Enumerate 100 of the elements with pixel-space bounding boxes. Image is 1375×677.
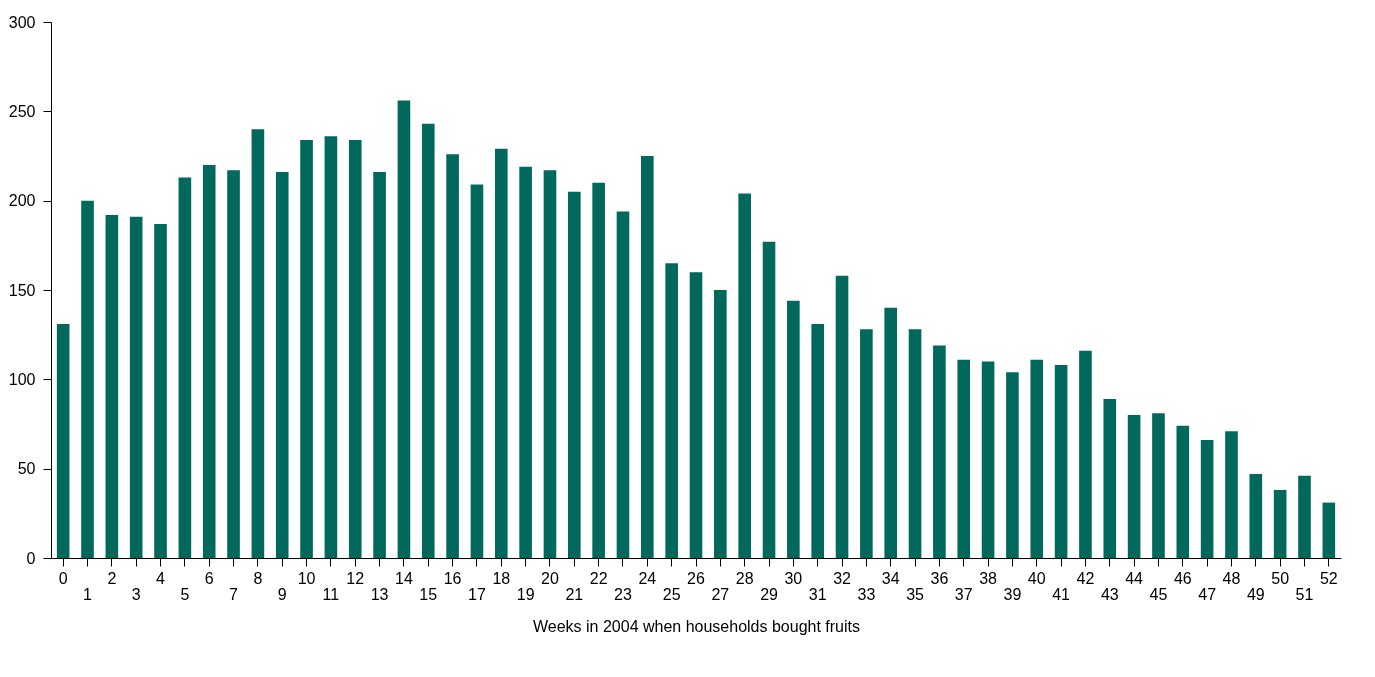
y-tick-label: 200	[8, 192, 36, 210]
bar	[494, 148, 508, 558]
x-tick-label: 40	[1027, 569, 1046, 587]
bar	[1273, 490, 1287, 558]
x-tick-label: 21	[565, 585, 584, 603]
bar	[665, 263, 678, 558]
bar	[202, 164, 216, 558]
x-tick-label: 36	[930, 569, 949, 587]
bar	[981, 361, 995, 558]
x-tick-label: 34	[881, 569, 900, 587]
x-tick-label: 18	[492, 569, 511, 587]
x-tick-label: 17	[468, 585, 486, 603]
bar	[1127, 415, 1141, 558]
x-tick-label: 44	[1125, 569, 1144, 587]
bar	[470, 184, 484, 558]
x-tick-label: 16	[443, 569, 462, 587]
bar	[251, 129, 265, 558]
x-tick-label: 35	[906, 585, 925, 603]
bar	[519, 166, 532, 558]
bar	[835, 275, 849, 558]
x-tick-label: 48	[1222, 569, 1241, 587]
x-tick-label: 9	[277, 585, 287, 603]
y-tick-label: 250	[8, 102, 36, 120]
bar	[884, 307, 898, 558]
bar	[1006, 372, 1019, 558]
x-tick-label: 50	[1271, 569, 1290, 587]
x-tick-label: 0	[58, 569, 68, 587]
bar	[129, 216, 143, 558]
bar	[1103, 398, 1117, 558]
bar	[641, 156, 654, 558]
x-tick-label: 39	[1003, 585, 1022, 603]
x-axis-title: Weeks in 2004 when households bought fruits	[532, 617, 861, 635]
bar	[1054, 365, 1068, 558]
bar	[373, 172, 386, 558]
x-tick-label: 28	[735, 569, 754, 587]
x-tick-label: 49	[1246, 585, 1265, 603]
x-tick-label: 10	[297, 569, 316, 587]
x-tick-label: 12	[346, 569, 365, 587]
x-tick-label: 47	[1198, 585, 1217, 603]
x-tick-label: 8	[253, 569, 263, 587]
x-tick-label: 31	[808, 585, 827, 603]
bar	[1030, 359, 1044, 558]
bar	[154, 223, 167, 558]
x-tick-label: 29	[760, 585, 779, 603]
bar	[178, 177, 192, 558]
x-tick-label: 51	[1295, 585, 1314, 603]
x-tick-label: 2	[107, 569, 117, 587]
x-tick-label: 5	[180, 585, 190, 603]
y-tick-label: 150	[8, 281, 36, 299]
x-tick-label: 37	[954, 585, 973, 603]
bar	[811, 323, 825, 558]
bar	[348, 139, 362, 558]
bar	[324, 136, 338, 558]
x-tick-label: 26	[687, 569, 705, 587]
x-tick-label: 46	[1173, 569, 1192, 587]
x-tick-label: 7	[229, 585, 239, 603]
x-tick-label: 42	[1076, 569, 1095, 587]
bar	[56, 323, 70, 558]
x-tick-label: 32	[833, 569, 852, 587]
bar	[1152, 413, 1165, 558]
x-tick-label: 30	[784, 569, 803, 587]
bar	[300, 139, 313, 558]
bar	[616, 211, 630, 558]
x-tick-label: 14	[395, 569, 413, 587]
x-tick-label: 38	[979, 569, 998, 587]
bar	[421, 123, 435, 558]
bar	[933, 345, 946, 558]
x-tick-label: 41	[1052, 585, 1071, 603]
x-tick-label: 15	[419, 585, 438, 603]
bar	[787, 300, 800, 558]
bar	[1249, 474, 1263, 558]
bar	[908, 329, 922, 558]
x-tick-label: 52	[1319, 569, 1338, 587]
x-tick-label: 23	[614, 585, 632, 603]
bar	[1225, 431, 1238, 558]
bar	[81, 200, 94, 558]
x-tick-label: 6	[204, 569, 214, 587]
bar	[446, 154, 459, 558]
bar	[957, 359, 971, 558]
x-tick-label: 20	[541, 569, 559, 587]
x-tick-label: 24	[638, 569, 657, 587]
y-tick-label: 0	[26, 549, 36, 567]
bar	[227, 170, 240, 558]
bar	[860, 329, 873, 558]
bar	[567, 191, 581, 558]
x-tick-label: 4	[156, 569, 166, 587]
x-tick-label: 43	[1100, 585, 1119, 603]
x-tick-label: 3	[131, 585, 141, 603]
bar	[275, 172, 289, 558]
x-tick-label: 19	[516, 585, 535, 603]
x-tick-label: 11	[322, 585, 340, 603]
y-tick-label: 100	[8, 370, 36, 388]
bar	[592, 182, 605, 558]
x-tick-label: 27	[711, 585, 730, 603]
x-tick-label: 22	[589, 569, 608, 587]
y-tick-label: 300	[8, 13, 36, 31]
x-tick-label: 13	[370, 585, 389, 603]
bar	[738, 193, 751, 558]
bar	[397, 100, 411, 558]
bar	[105, 214, 119, 558]
